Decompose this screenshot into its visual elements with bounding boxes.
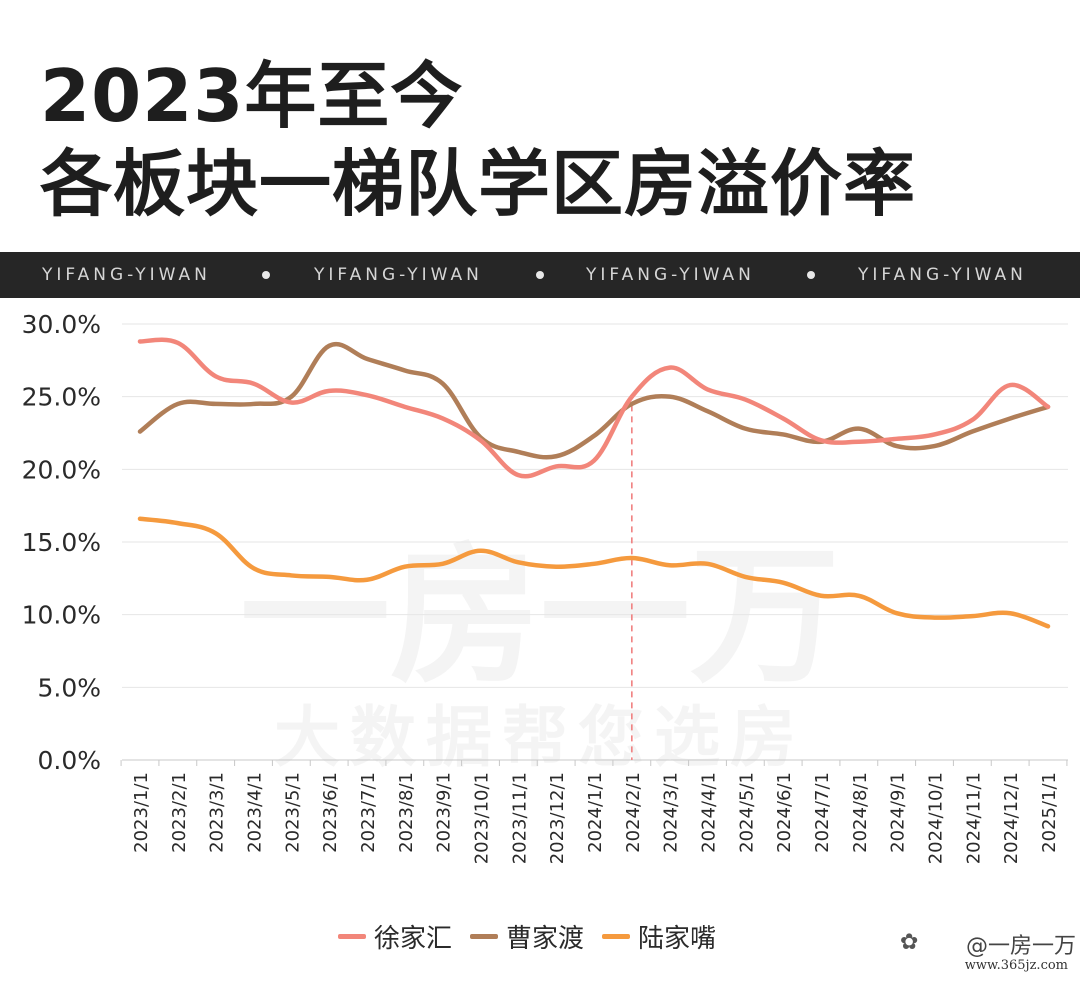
x-tick-label: 2024/10/1 bbox=[926, 772, 947, 864]
legend: 徐家汇 曹家渡 陆家嘴 bbox=[0, 914, 1080, 958]
legend-item-lujiazui: 陆家嘴 bbox=[602, 914, 716, 958]
y-tick-label: 15.0% bbox=[22, 528, 101, 557]
y-tick-label: 10.0% bbox=[22, 601, 101, 630]
legend-label: 徐家汇 bbox=[374, 923, 453, 954]
watermark-slogan: 大数据帮您选房 bbox=[274, 699, 806, 776]
line-chart: 一房一万 大数据帮您选房 0.0% 5.0% 10.0% 15.0% 20.0% 25.0… bbox=[22, 310, 1068, 864]
watermark-brand: 一房一万 bbox=[240, 530, 840, 704]
x-tick-label: 2024/11/1 bbox=[963, 772, 984, 864]
credit-name: @一房一万 bbox=[965, 934, 1076, 959]
x-tick-label: 2023/3/1 bbox=[207, 772, 228, 853]
banner-item: YIFANG-YIWAN bbox=[586, 265, 755, 285]
x-tick-label: 2023/2/1 bbox=[169, 772, 190, 853]
y-tick-label: 25.0% bbox=[22, 383, 101, 412]
y-tick-label: 30.0% bbox=[22, 310, 101, 339]
x-tick-label: 2023/5/1 bbox=[282, 772, 303, 853]
y-tick-label: 20.0% bbox=[22, 455, 101, 484]
banner-item: YIFANG-YIWAN bbox=[42, 265, 211, 285]
x-tick-label: 2023/1/1 bbox=[131, 772, 152, 853]
legend-swatch bbox=[338, 933, 366, 939]
banner-item: YIFANG-YIWAN bbox=[314, 265, 483, 285]
x-tick-label: 2024/3/1 bbox=[661, 772, 682, 853]
banner-item: YIFANG-YIWAN bbox=[858, 265, 1027, 285]
series-line-0 bbox=[137, 337, 1051, 479]
x-tick-label: 2025/1/1 bbox=[1039, 772, 1060, 853]
legend-item-caojiadu: 曹家渡 bbox=[470, 914, 584, 958]
watermark: 一房一万 大数据帮您选房 bbox=[240, 530, 840, 776]
x-tick-label: 2024/8/1 bbox=[850, 772, 871, 853]
x-tick-label: 2024/5/1 bbox=[736, 772, 757, 853]
credit-url: www.365jz.com bbox=[964, 958, 1068, 973]
banner-dot bbox=[807, 271, 815, 279]
legend-label: 曹家渡 bbox=[506, 923, 585, 954]
legend-label: 陆家嘴 bbox=[638, 923, 717, 954]
credit: ✿ @一房一万 www.365jz.com bbox=[886, 928, 1076, 978]
y-axis: 0.0% 5.0% 10.0% 15.0% 20.0% 25.0% 30.0% bbox=[22, 310, 101, 775]
x-tick-label: 2024/2/1 bbox=[623, 772, 644, 853]
series-lines bbox=[137, 337, 1051, 629]
x-tick-label: 2024/4/1 bbox=[699, 772, 720, 853]
legend-swatch bbox=[470, 933, 498, 939]
title-line-2: 各板块一梯队学区房溢价率 bbox=[40, 142, 917, 226]
x-tick-label: 2023/9/1 bbox=[434, 772, 455, 853]
x-tick-label: 2024/9/1 bbox=[888, 772, 909, 853]
series-line-2 bbox=[137, 516, 1051, 629]
brand-banner: YIFANG-YIWAN YIFANG-YIWAN YIFANG-YIWAN Y… bbox=[0, 252, 1080, 298]
y-tick-label: 5.0% bbox=[37, 673, 101, 702]
legend-item-xujiahui: 徐家汇 bbox=[338, 914, 452, 958]
x-tick-label: 2023/11/1 bbox=[509, 772, 530, 864]
x-tick-label: 2024/6/1 bbox=[774, 772, 795, 853]
x-tick-label: 2024/1/1 bbox=[585, 772, 606, 853]
x-tick-label: 2023/7/1 bbox=[358, 772, 379, 853]
x-tick-label: 2023/10/1 bbox=[472, 772, 493, 864]
title-line-1: 2023年至今 bbox=[40, 54, 464, 138]
x-tick-label: 2023/6/1 bbox=[320, 772, 341, 853]
x-tick-label: 2023/12/1 bbox=[547, 772, 568, 864]
legend-swatch bbox=[602, 933, 630, 939]
y-tick-label: 0.0% bbox=[37, 746, 101, 775]
x-axis: 2023/1/1 2023/2/1 2023/3/1 2023/4/1 2023/5/1… bbox=[120, 760, 1068, 864]
banner-dot bbox=[262, 271, 270, 279]
banner-dot bbox=[536, 271, 544, 279]
x-tick-label: 2023/4/1 bbox=[245, 772, 266, 853]
x-tick-label: 2024/7/1 bbox=[812, 772, 833, 853]
chart-title: 2023年至今 各板块一梯队学区房溢价率 bbox=[40, 52, 1040, 228]
x-tick-label: 2023/8/1 bbox=[396, 772, 417, 853]
series-line-1 bbox=[137, 341, 1051, 460]
paw-icon: ✿ bbox=[900, 930, 919, 955]
x-tick-label: 2024/12/1 bbox=[1001, 772, 1022, 864]
